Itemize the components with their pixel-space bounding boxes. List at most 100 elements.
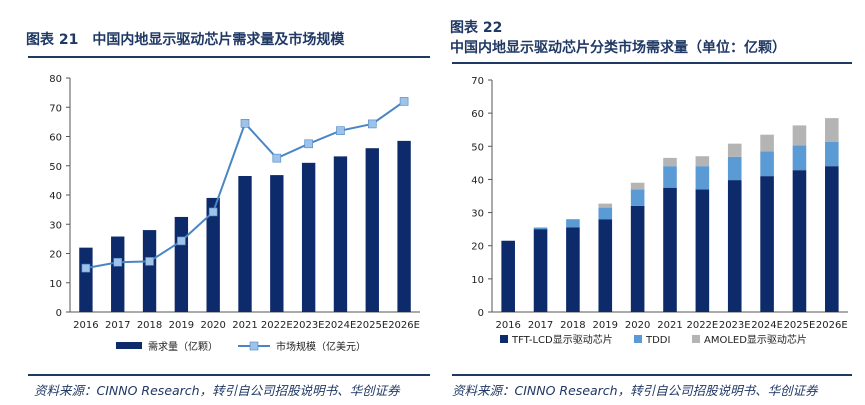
market-size-point — [113, 257, 123, 267]
y-tick-label: 10 — [471, 275, 484, 286]
demand-bar — [142, 230, 157, 312]
x-tick-label: 2021 — [657, 320, 682, 331]
legend-swatch-demand — [116, 342, 142, 349]
amoled-bar-segment — [598, 203, 613, 208]
tft-lcd-bar-segment — [792, 170, 807, 312]
amoled-bar-segment — [825, 118, 839, 142]
x-tick-label: 2022E — [686, 320, 718, 331]
tft-lcd-bar-segment — [760, 176, 774, 312]
legend-swatch-tddi — [634, 335, 642, 343]
tddi-bar-segment — [598, 207, 613, 220]
y-tick-label: 0 — [478, 308, 484, 319]
tft-lcd-bar-segment — [825, 166, 839, 312]
x-tick-label: 2025E — [784, 320, 816, 331]
x-tick-label: 2025E — [356, 320, 388, 331]
legend-swatch-market-marker — [249, 341, 259, 351]
amoled-bar-segment — [695, 156, 710, 167]
amoled-bar-segment — [727, 143, 742, 157]
tft-lcd-bar-segment — [727, 180, 742, 312]
figure-22-source: 资料来源：CINNO Research，转引自公司招股说明书、华创证券 — [452, 383, 818, 398]
y-tick-label: 40 — [471, 175, 484, 186]
market-size-point — [177, 236, 186, 246]
tddi-bar-segment — [695, 166, 710, 190]
legend-swatch-tft-lcd — [500, 335, 508, 343]
x-tick-label: 2021 — [232, 320, 257, 331]
tft-lcd-bar-segment — [566, 227, 580, 312]
market-size-point — [304, 139, 313, 149]
tddi-bar-segment — [760, 151, 774, 177]
tft-lcd-bar-segment — [533, 229, 548, 312]
amoled-bar-segment — [760, 134, 774, 152]
tddi-bar-segment — [533, 227, 548, 230]
figure-21-title-text: 中国内地显示驱动芯片需求量及市场规模 — [92, 32, 345, 48]
figure-21-title-rule — [28, 56, 430, 58]
legend-label-demand: 需求量（亿颗） — [148, 340, 218, 353]
y-tick-label: 70 — [49, 103, 62, 114]
x-tick-label: 2019 — [169, 320, 194, 331]
tddi-bar-segment — [630, 189, 645, 206]
tddi-bar-segment — [825, 141, 839, 167]
legend-swatch-amoled — [692, 335, 700, 343]
figure-22-panel: 图表 22 中国内地显示驱动芯片分类市场需求量（单位：亿颗） 0 10 20 30 40 5… — [438, 0, 862, 405]
y-tick-label: 20 — [49, 250, 62, 261]
figure-22-title-text: 中国内地显示驱动芯片分类市场需求量（单位：亿颗） — [450, 40, 786, 56]
y-tick-label: 60 — [49, 133, 62, 144]
tddi-bar-segment — [727, 156, 742, 181]
y-tick-label: 10 — [49, 279, 62, 290]
amoled-bar-segment — [663, 157, 677, 167]
market-size-point — [272, 153, 282, 163]
x-tick-label: 2018 — [137, 320, 162, 331]
legend-label-amoled: AMOLED显示驱动芯片 — [704, 333, 807, 346]
legend-label-tft-lcd: TFT-LCD显示驱动芯片 — [511, 333, 613, 346]
demand-bar — [79, 247, 93, 312]
demand-bar — [111, 236, 125, 312]
tddi-bar-segment — [663, 166, 677, 188]
figure-21-source: 资料来源：CINNO Research，转引自公司招股说明书、华创证券 — [34, 383, 400, 398]
x-tick-label: 2019 — [593, 320, 618, 331]
figure-21-chart: 0 10 20 30 40 50 60 70 80 2016 2017 2018 2019 2020 202… — [49, 74, 420, 353]
x-tick-label: 2026E — [388, 320, 420, 331]
tft-lcd-bar-segment — [630, 205, 645, 312]
figure-21-label: 图表 21 — [26, 32, 79, 48]
x-tick-label: 2017 — [105, 320, 130, 331]
y-tick-label: 30 — [471, 209, 484, 220]
y-tick-label: 70 — [471, 76, 484, 87]
tddi-bar-segment — [566, 219, 580, 228]
figure-22-chart: 0 10 20 30 40 50 60 70 2016 2017 2018 2019 2020 2021 2… — [471, 76, 848, 346]
market-size-point — [145, 257, 154, 266]
x-tick-label: 2026E — [816, 320, 848, 331]
figure-21-bottom-rule — [28, 374, 430, 376]
market-size-point — [336, 126, 345, 135]
x-tick-label: 2018 — [560, 320, 585, 331]
demand-bar — [333, 156, 348, 312]
amoled-bar-segment — [792, 125, 807, 146]
demand-bar — [206, 197, 220, 312]
y-tick-label: 80 — [49, 74, 62, 85]
legend-label-tddi: TDDI — [645, 335, 670, 346]
market-size-point — [367, 119, 377, 129]
x-tick-label: 2023E — [719, 320, 751, 331]
y-tick-label: 0 — [56, 308, 62, 319]
tft-lcd-bar-segment — [663, 187, 677, 312]
tddi-bar-segment — [792, 145, 807, 171]
demand-bar — [301, 162, 316, 312]
x-tick-label: 2016 — [73, 320, 98, 331]
demand-bar — [365, 148, 379, 312]
figure-22-title-rule — [452, 62, 852, 64]
y-tick-label: 40 — [49, 191, 62, 202]
demand-bar — [270, 175, 284, 312]
demand-bar — [174, 216, 189, 312]
market-size-point — [399, 97, 409, 106]
x-tick-label: 2024E — [751, 320, 783, 331]
x-tick-label: 2020 — [200, 320, 225, 331]
demand-bar — [238, 175, 252, 312]
x-tick-label: 2017 — [528, 320, 553, 331]
market-size-point — [208, 207, 218, 217]
amoled-bar-segment — [630, 182, 645, 190]
x-tick-label: 2023E — [293, 320, 325, 331]
figure-22-label: 图表 22 — [450, 20, 503, 36]
figure-21-panel: 图表 21 中国内地显示驱动芯片需求量及市场规模 0 10 20 30 40 50 60 70 8… — [6, 0, 430, 405]
x-tick-label: 2024E — [325, 320, 357, 331]
y-tick-label: 50 — [49, 162, 62, 173]
market-size-point — [240, 119, 250, 128]
